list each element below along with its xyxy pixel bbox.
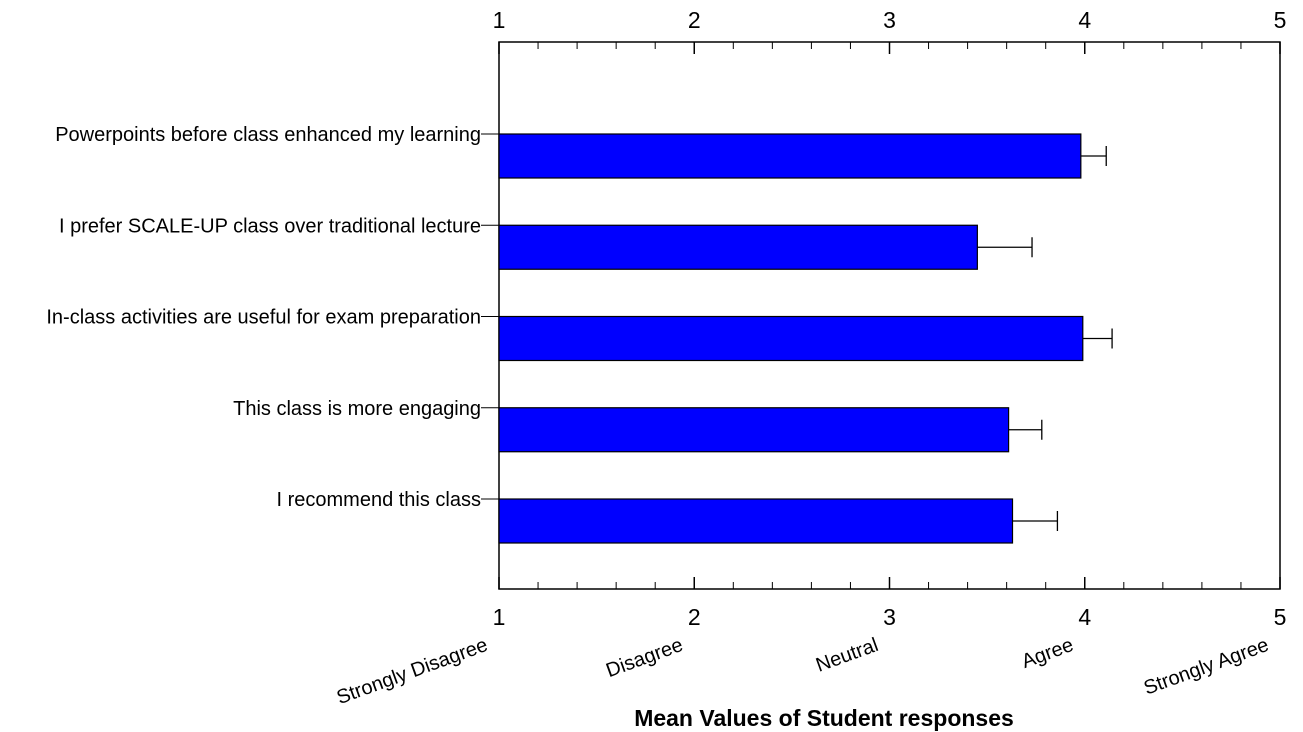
scale-label: Agree bbox=[1019, 634, 1077, 673]
x-tick-label-bottom: 4 bbox=[1078, 604, 1091, 630]
x-axis-label: Mean Values of Student responses bbox=[634, 705, 1014, 731]
bar bbox=[498, 315, 1084, 362]
x-tick-label-top: 1 bbox=[493, 7, 506, 33]
bar bbox=[498, 498, 1014, 544]
y-tick-label: This class is more engaging bbox=[233, 398, 481, 420]
x-tick-label-top: 2 bbox=[688, 7, 701, 33]
bar bbox=[498, 407, 1010, 453]
x-tick-label-bottom: 1 bbox=[493, 604, 506, 630]
scale-label: Strongly Disagree bbox=[334, 634, 491, 709]
x-tick-label-top: 5 bbox=[1274, 7, 1287, 33]
x-tick-label-top: 3 bbox=[883, 7, 896, 33]
scale-label: Strongly Agree bbox=[1141, 634, 1272, 700]
scale-label: Disagree bbox=[603, 634, 686, 682]
x-tick-label-bottom: 3 bbox=[883, 604, 896, 630]
y-tick-label: I prefer SCALE-UP class over traditional… bbox=[59, 215, 481, 237]
x-tick-label-bottom: 2 bbox=[688, 604, 701, 630]
y-tick-label: Powerpoints before class enhanced my lea… bbox=[55, 124, 481, 146]
scale-label: Neutral bbox=[813, 634, 881, 677]
bar bbox=[498, 224, 978, 270]
bar bbox=[498, 133, 1082, 179]
y-tick-label: I recommend this class bbox=[276, 489, 481, 511]
x-tick-label-bottom: 5 bbox=[1274, 604, 1287, 630]
y-tick-label: In-class activities are useful for exam … bbox=[46, 307, 481, 329]
x-tick-label-top: 4 bbox=[1078, 7, 1091, 33]
